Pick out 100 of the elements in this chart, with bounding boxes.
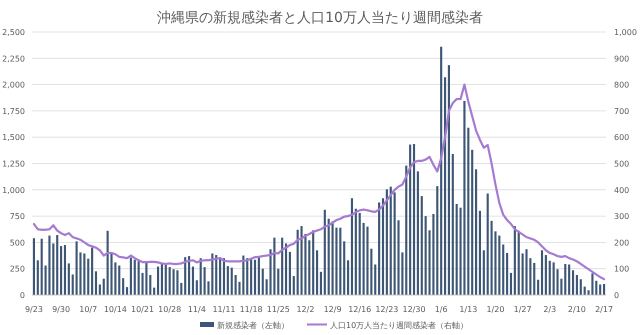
y-tick-label: 1,000 bbox=[2, 186, 25, 195]
bar bbox=[141, 272, 144, 295]
bar bbox=[79, 252, 82, 295]
bar bbox=[68, 263, 70, 295]
x-tick-label: 11/11 bbox=[212, 305, 236, 314]
bar bbox=[339, 228, 342, 295]
y-tick-label: 750 bbox=[10, 212, 25, 222]
bar bbox=[378, 202, 380, 295]
y2-tick-label: 700 bbox=[614, 106, 630, 116]
bar bbox=[156, 266, 160, 295]
bar bbox=[230, 268, 233, 295]
x-tick-label: 10/28 bbox=[158, 305, 182, 314]
legend-label: 人口10万人当たり週間感染者（右軸） bbox=[330, 321, 468, 330]
y2-tick-label: 900 bbox=[614, 54, 630, 64]
y-tick-label: 1,750 bbox=[2, 106, 25, 116]
bar bbox=[83, 253, 86, 295]
x-tick-label: 2/3 bbox=[543, 305, 556, 314]
y2-tick-label: 800 bbox=[614, 80, 630, 90]
y-tick-label: 250 bbox=[10, 264, 25, 274]
bar bbox=[564, 264, 566, 295]
bar bbox=[110, 254, 113, 295]
chart-title: 沖縄県の新規感染者と人口10万人当たり週間感染者 bbox=[157, 10, 483, 26]
bar bbox=[382, 198, 384, 295]
bar bbox=[463, 100, 466, 295]
bar bbox=[64, 245, 66, 295]
y-tick-label: 2,250 bbox=[2, 54, 25, 64]
x-tick-label: 11/25 bbox=[266, 305, 290, 314]
bar bbox=[591, 273, 594, 295]
bar bbox=[459, 208, 462, 295]
legend-label: 新規感染者（左軸） bbox=[217, 321, 289, 330]
bar bbox=[529, 258, 532, 295]
bar bbox=[56, 235, 58, 295]
bar bbox=[397, 220, 400, 295]
x-tick-label: 11/18 bbox=[240, 305, 263, 314]
bar bbox=[467, 128, 470, 295]
bar bbox=[572, 270, 574, 295]
bar bbox=[544, 255, 547, 295]
bar bbox=[94, 271, 98, 295]
line-series bbox=[32, 84, 606, 280]
bar bbox=[273, 238, 276, 295]
y-tick-label: 1,500 bbox=[2, 133, 25, 142]
bar bbox=[350, 198, 354, 295]
y2-tick-label: 600 bbox=[614, 133, 630, 142]
bar bbox=[32, 238, 36, 295]
bar bbox=[130, 258, 132, 295]
bar bbox=[354, 208, 357, 295]
x-tick-label: 12/16 bbox=[348, 305, 372, 314]
bar bbox=[332, 221, 334, 295]
y-tick-label: 0 bbox=[20, 291, 25, 300]
bar bbox=[200, 258, 202, 295]
bar bbox=[409, 144, 412, 295]
bar bbox=[428, 230, 431, 295]
x-tick-label: 12/30 bbox=[402, 305, 426, 314]
y2-tick-label: 400 bbox=[614, 186, 630, 195]
bar bbox=[254, 260, 256, 295]
y-tick-label: 500 bbox=[10, 238, 25, 248]
bar bbox=[168, 267, 171, 295]
bar bbox=[412, 144, 416, 295]
bar bbox=[448, 65, 450, 295]
bar bbox=[390, 186, 392, 295]
bar bbox=[320, 272, 322, 295]
bar bbox=[145, 262, 148, 295]
bar bbox=[366, 226, 369, 295]
x-tick-label: 10/14 bbox=[104, 305, 127, 314]
bar bbox=[134, 260, 136, 295]
bar bbox=[540, 250, 544, 295]
bar bbox=[215, 255, 218, 295]
y2-tick-label: 0 bbox=[614, 291, 620, 300]
y2-tick-label: 500 bbox=[614, 160, 630, 168]
x-tick-label: 11/4 bbox=[188, 305, 206, 314]
bar bbox=[335, 228, 338, 295]
bar bbox=[288, 252, 291, 295]
bar bbox=[494, 231, 497, 295]
bar bbox=[576, 275, 578, 295]
bar bbox=[316, 250, 318, 295]
bar bbox=[114, 262, 116, 295]
x-tick-label: 1/20 bbox=[486, 305, 504, 314]
bar bbox=[386, 189, 388, 295]
bar bbox=[172, 269, 175, 295]
x-tick-label: 12/23 bbox=[375, 305, 398, 314]
x-tick-label: 1/27 bbox=[514, 305, 532, 314]
x-tick-label: 12/9 bbox=[324, 305, 342, 314]
x-tick-label: 1/13 bbox=[459, 305, 478, 314]
bar bbox=[358, 212, 361, 295]
bar bbox=[440, 46, 442, 295]
x-tick-label: 10/7 bbox=[79, 305, 98, 314]
bar bbox=[184, 257, 186, 295]
bar bbox=[552, 262, 555, 295]
bar bbox=[556, 269, 559, 295]
bar bbox=[486, 193, 489, 295]
bar bbox=[246, 258, 248, 295]
bar bbox=[525, 249, 528, 295]
y-tick-label: 2,000 bbox=[2, 80, 25, 90]
x-tick-label: 9/23 bbox=[24, 305, 43, 314]
y2-tick-label: 300 bbox=[614, 212, 630, 222]
bar bbox=[416, 171, 419, 295]
x-tick-label: 10/21 bbox=[131, 305, 154, 314]
bar bbox=[40, 238, 43, 295]
y-tick-label: 1,250 bbox=[2, 160, 25, 168]
bar bbox=[580, 279, 582, 295]
